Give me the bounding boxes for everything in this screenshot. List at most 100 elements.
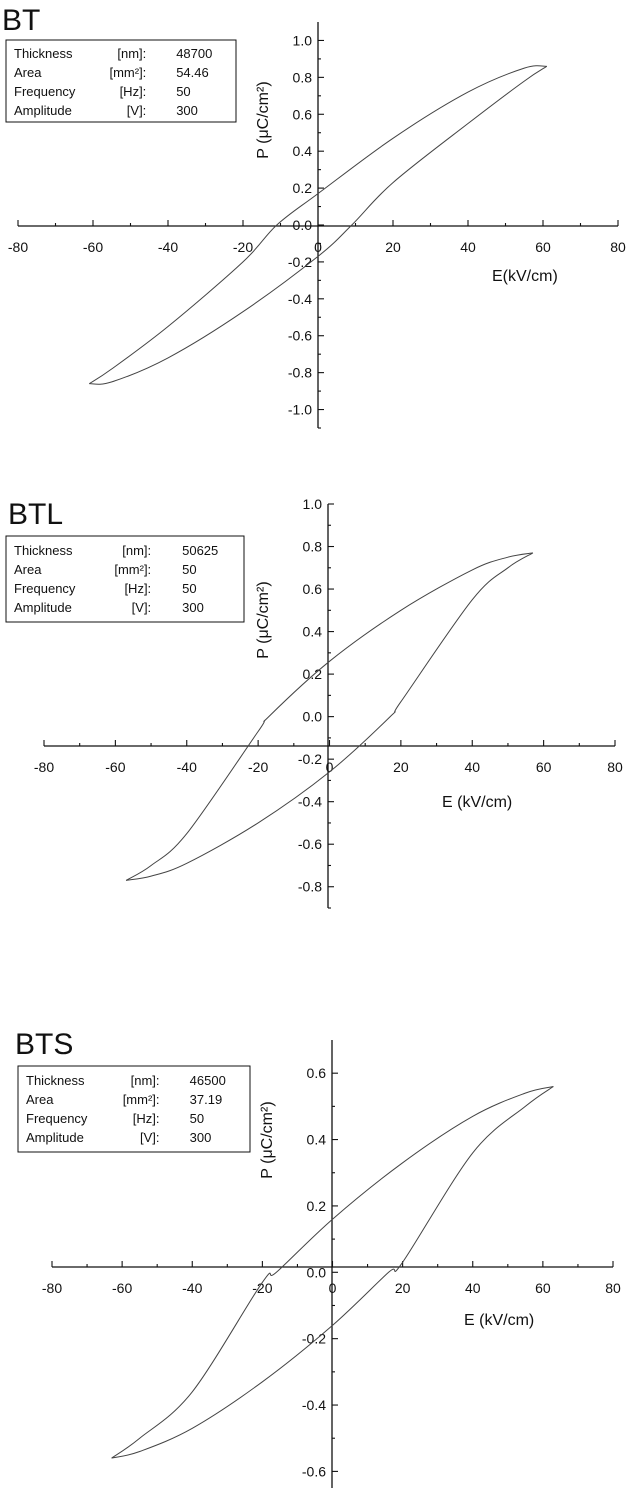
hysteresis-branch-descending — [89, 65, 548, 385]
info-param-name: Thickness — [14, 543, 73, 558]
y-tick-label: 0.6 — [293, 106, 313, 122]
x-tick-label: 20 — [393, 759, 409, 775]
x-tick-label: 20 — [395, 1280, 411, 1296]
info-param-value: 50 — [182, 581, 196, 596]
y-tick-label: 0.2 — [307, 1198, 327, 1214]
x-tick-label: 80 — [610, 239, 626, 255]
info-param-unit: [Hz]: — [120, 84, 147, 99]
info-param-name: Area — [26, 1092, 54, 1107]
x-tick-label: -80 — [8, 239, 28, 255]
x-tick-label: 60 — [536, 759, 552, 775]
y-tick-label: 0.2 — [303, 666, 323, 682]
y-tick-label: 0.4 — [293, 143, 313, 159]
hysteresis-branch-ascending — [111, 1086, 554, 1459]
info-param-unit: [mm²]: — [123, 1092, 160, 1107]
info-param-name: Thickness — [26, 1073, 85, 1088]
x-tick-label: 0 — [329, 1280, 337, 1296]
x-tick-label: -40 — [158, 239, 178, 255]
x-axis-label: E (kV/cm) — [464, 1312, 534, 1329]
y-tick-label: -0.4 — [288, 291, 312, 307]
info-param-value: 50 — [190, 1111, 204, 1126]
x-tick-label: -40 — [182, 1280, 202, 1296]
panel-title: BT — [2, 4, 40, 37]
info-box — [5, 535, 245, 623]
info-param-name: Amplitude — [14, 600, 72, 615]
info-param-value: 300 — [176, 103, 198, 118]
y-tick-label: 0.8 — [293, 69, 313, 85]
x-tick-label: 60 — [535, 239, 551, 255]
y-tick-label: -0.8 — [288, 365, 312, 381]
chart-panel-btl: BTL -80 -60 -40 -20 0 20 40 60 80 1.0 0.8 0.6 0.4 0.2 0… — [5, 496, 623, 909]
info-param-value: 300 — [190, 1130, 212, 1145]
info-param-name: Thickness — [14, 46, 73, 61]
info-param-unit: [V]: — [140, 1130, 160, 1145]
info-param-unit: [nm]: — [122, 543, 151, 558]
chart-panel-bt: BT -80 -60 -40 -20 0 20 40 60 80 1.0 0.8 0.6 0.4 0.2 0.… — [2, 4, 626, 429]
info-param-value: 48700 — [176, 46, 212, 61]
info-box — [17, 1065, 251, 1153]
y-tick-label: 0.0 — [303, 709, 323, 725]
x-tick-label: 0 — [326, 759, 334, 775]
x-tick-label: 80 — [605, 1280, 621, 1296]
info-param-value: 300 — [182, 600, 204, 615]
info-param-unit: [V]: — [132, 600, 152, 615]
y-tick-label: -0.8 — [298, 879, 322, 895]
info-param-name: Frequency — [14, 581, 76, 596]
y-tick-label: -0.6 — [288, 328, 312, 344]
y-tick-label: 0.6 — [303, 581, 323, 597]
y-tick-label: 0.6 — [307, 1065, 327, 1081]
y-tick-label: -0.4 — [302, 1397, 326, 1413]
x-tick-label: -80 — [42, 1280, 62, 1296]
x-tick-label: 40 — [465, 1280, 481, 1296]
hysteresis-branch-ascending — [125, 552, 533, 881]
y-axis-label: P (μC/cm²) — [259, 1101, 276, 1178]
y-tick-label: -0.2 — [288, 254, 312, 270]
x-axis-label: E(kV/cm) — [492, 268, 558, 285]
x-tick-label: 40 — [464, 759, 480, 775]
hysteresis-branch-descending — [126, 552, 534, 881]
x-tick-label: 40 — [460, 239, 476, 255]
info-box — [5, 39, 237, 123]
y-tick-label: 1.0 — [293, 32, 313, 48]
info-param-value: 50 — [176, 84, 190, 99]
info-param-unit: [Hz]: — [124, 581, 151, 596]
x-tick-label: -20 — [248, 759, 268, 775]
info-param-unit: [mm²]: — [114, 562, 151, 577]
info-param-name: Amplitude — [14, 103, 72, 118]
y-tick-label: -0.6 — [302, 1463, 326, 1479]
x-axis-label: E (kV/cm) — [442, 794, 512, 811]
y-tick-label: 0.0 — [293, 217, 313, 233]
info-param-value: 37.19 — [190, 1092, 223, 1107]
x-tick-label: 20 — [385, 239, 401, 255]
y-tick-label: 0.8 — [303, 539, 323, 555]
info-param-value: 50 — [182, 562, 196, 577]
x-tick-label: -40 — [177, 759, 197, 775]
info-param-name: Amplitude — [26, 1130, 84, 1145]
info-param-name: Frequency — [14, 84, 76, 99]
info-param-value: 50625 — [182, 543, 218, 558]
info-param-name: Area — [14, 562, 42, 577]
x-tick-label: 80 — [607, 759, 623, 775]
panel-title: BTL — [8, 498, 63, 531]
info-param-value: 54.46 — [176, 65, 209, 80]
x-tick-label: -20 — [233, 239, 253, 255]
x-tick-label: -60 — [105, 759, 125, 775]
y-tick-label: -1.0 — [288, 402, 312, 418]
panel-title: BTS — [15, 1028, 73, 1061]
y-tick-label: 0.4 — [307, 1132, 327, 1148]
y-tick-label: 0.4 — [303, 624, 323, 640]
info-param-unit: [mm²]: — [109, 65, 146, 80]
x-tick-label: 0 — [314, 239, 322, 255]
y-axis-label: P (μC/cm²) — [255, 581, 272, 658]
info-param-unit: [nm]: — [117, 46, 146, 61]
info-param-unit: [nm]: — [131, 1073, 160, 1088]
info-param-unit: [V]: — [127, 103, 147, 118]
x-tick-label: -60 — [112, 1280, 132, 1296]
y-tick-label: 0.0 — [307, 1264, 327, 1280]
y-tick-label: 1.0 — [303, 496, 323, 512]
info-param-name: Area — [14, 65, 42, 80]
x-tick-label: -60 — [83, 239, 103, 255]
x-tick-label: -80 — [34, 759, 54, 775]
hysteresis-branch-ascending — [89, 65, 547, 385]
x-tick-label: -20 — [252, 1280, 272, 1296]
